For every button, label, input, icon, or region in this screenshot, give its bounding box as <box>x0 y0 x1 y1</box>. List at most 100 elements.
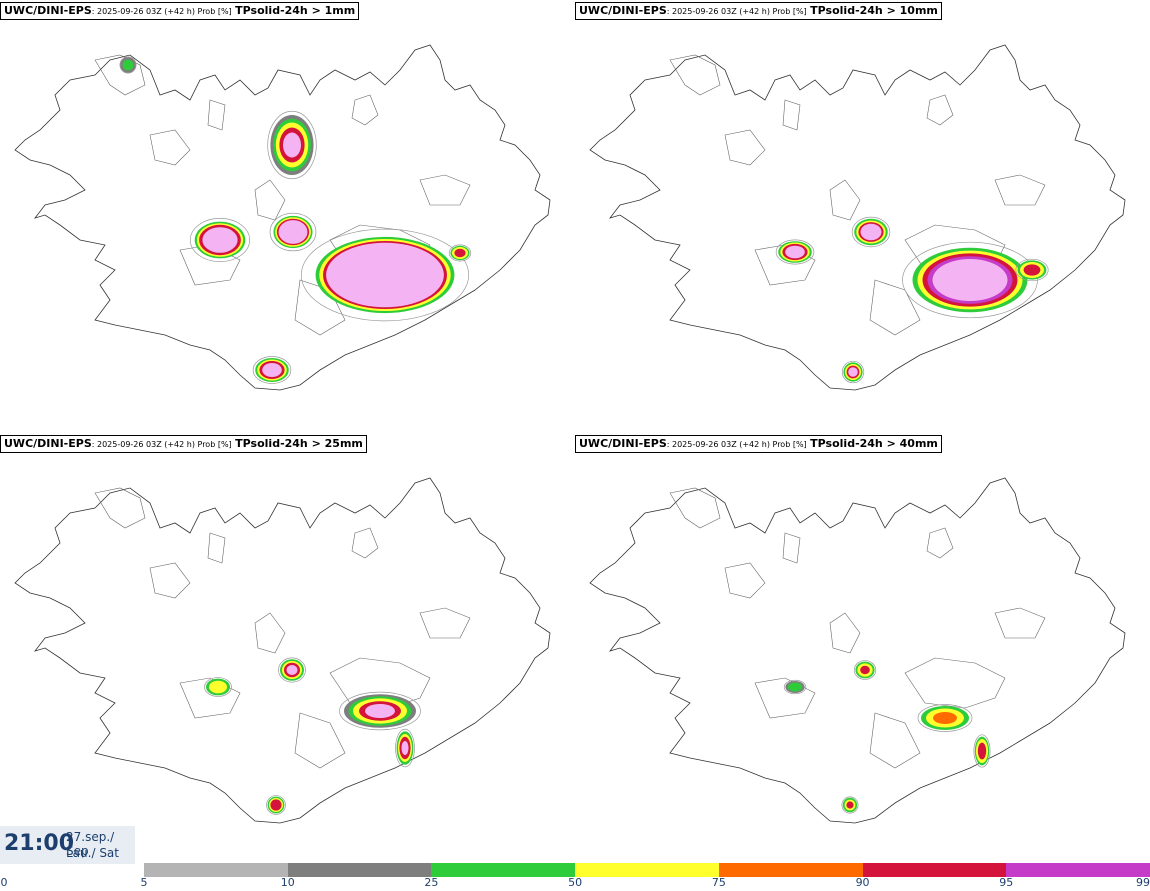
region-boundary <box>904 657 1006 709</box>
probability-area <box>785 245 805 259</box>
probability-area <box>860 665 870 675</box>
colorbar-segment <box>862 863 1007 877</box>
colorbar-tick-label: 99 <box>1136 876 1150 889</box>
iceland-map <box>14 44 551 391</box>
coastline <box>14 477 551 824</box>
region-boundary <box>94 487 146 529</box>
colorbar-segment <box>431 863 576 877</box>
probability-contour <box>973 734 991 768</box>
valid-time: 21:00 <box>4 831 75 856</box>
colorbar-segment <box>718 863 863 877</box>
probability-contour <box>267 110 317 180</box>
colorbar-segment <box>287 863 432 877</box>
region-boundary <box>782 532 801 564</box>
region-boundary <box>926 94 954 126</box>
region-boundary <box>294 712 346 769</box>
region-boundary <box>829 612 861 654</box>
valid-day: Lau./ Sat <box>66 846 119 860</box>
iceland-map <box>589 44 1126 391</box>
region-boundary <box>754 244 816 286</box>
region-boundary <box>994 607 1046 639</box>
probability-area <box>1023 264 1041 276</box>
panel-title: UWC/DINI-EPS: 2025-09-26 03Z (+42 h) Pro… <box>575 2 942 20</box>
region-boundary <box>207 532 226 564</box>
probability-contour <box>917 704 973 732</box>
probability-contour <box>395 728 415 768</box>
probability-contour <box>269 212 317 252</box>
probability-contour <box>783 679 807 695</box>
probability-area <box>286 665 298 675</box>
probability-contour <box>339 691 421 731</box>
coastline <box>14 44 551 391</box>
iceland-map <box>589 477 1126 824</box>
colorbar-tick-label: 50 <box>568 876 583 889</box>
region-boundary <box>869 712 921 769</box>
probability-area <box>787 682 803 692</box>
coastline <box>589 44 1126 391</box>
probability-contour <box>841 360 865 384</box>
probability-contour <box>300 228 470 322</box>
valid-time-box: 21:00 27.sep./ Sep Lau./ Sat <box>0 826 135 864</box>
probability-area <box>278 220 308 244</box>
region-boundary <box>926 527 954 559</box>
region-boundary <box>994 174 1046 206</box>
probability-contour <box>1015 258 1049 282</box>
probability-contour <box>278 657 306 683</box>
colorbar-tick-label: 10 <box>280 876 295 889</box>
probability-area <box>326 242 444 308</box>
probability-contour <box>841 796 859 814</box>
probability-contour <box>266 795 286 815</box>
probability-area <box>202 227 238 253</box>
colorbar-segment <box>575 863 719 877</box>
probability-area <box>401 741 409 755</box>
region-boundary <box>724 562 766 599</box>
region-boundary <box>94 54 146 96</box>
probability-area <box>848 367 858 377</box>
region-boundary <box>754 677 816 719</box>
region-boundary <box>869 279 921 336</box>
probability-area <box>933 712 957 724</box>
probability-area <box>209 680 227 694</box>
region-boundary <box>149 129 191 166</box>
colorbar-tick-label: 5 <box>140 876 148 889</box>
map-panel-25mm: UWC/DINI-EPS: 2025-09-26 03Z (+42 h) Pro… <box>0 433 575 863</box>
region-boundary <box>829 179 861 221</box>
probability-area <box>270 799 282 811</box>
probability-contour <box>775 239 815 265</box>
colorbar-segment <box>1006 863 1150 877</box>
panel-title: UWC/DINI-EPS: 2025-09-26 03Z (+42 h) Pro… <box>0 435 367 453</box>
region-boundary <box>782 99 801 131</box>
coastline <box>589 477 1126 824</box>
colorbar-tick-label: 90 <box>855 876 870 889</box>
region-boundary <box>254 612 286 654</box>
probability-contour <box>189 218 251 262</box>
probability-contour <box>204 677 232 697</box>
colorbar-segment <box>144 863 288 877</box>
probability-contour <box>252 356 292 384</box>
colorbar-tick-label: 75 <box>711 876 726 889</box>
probability-contour <box>853 660 877 680</box>
probability-area <box>365 704 395 718</box>
probability-contour <box>448 244 472 262</box>
region-boundary <box>669 54 721 96</box>
region-boundary <box>254 179 286 221</box>
probability-area <box>977 742 987 760</box>
region-boundary <box>669 487 721 529</box>
colorbar-tick-label: 95 <box>999 876 1014 889</box>
probability-area <box>122 59 134 71</box>
probability-area <box>860 223 882 241</box>
probability-area <box>454 248 466 258</box>
colorbar-tick-label: 0 <box>0 876 8 889</box>
region-boundary <box>351 94 379 126</box>
probability-colorbar: 0 5 10 25 50 75 90 95 99 <box>0 863 1150 891</box>
probability-contour <box>119 56 137 74</box>
region-boundary <box>179 677 241 719</box>
probability-contour <box>851 216 891 248</box>
valid-date: 27.sep./ Sep <box>66 830 115 858</box>
map-panel-10mm: UWC/DINI-EPS: 2025-09-26 03Z (+42 h) Pro… <box>575 0 1150 430</box>
region-boundary <box>419 607 471 639</box>
colorbar-tick-label: 25 <box>424 876 439 889</box>
iceland-map <box>14 477 551 824</box>
probability-area <box>932 259 1008 301</box>
region-boundary <box>149 562 191 599</box>
